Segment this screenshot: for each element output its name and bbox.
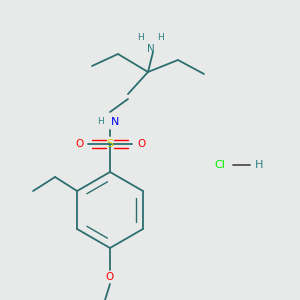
Text: H: H <box>255 160 263 170</box>
Text: O: O <box>75 139 83 149</box>
Text: O: O <box>137 139 145 149</box>
Text: N: N <box>147 44 155 54</box>
Text: S: S <box>106 139 114 149</box>
Text: N: N <box>111 117 119 127</box>
Text: H: H <box>138 34 144 43</box>
Text: O: O <box>106 272 114 282</box>
Text: H: H <box>158 34 164 43</box>
Text: Cl: Cl <box>214 160 225 170</box>
Text: H: H <box>98 118 104 127</box>
